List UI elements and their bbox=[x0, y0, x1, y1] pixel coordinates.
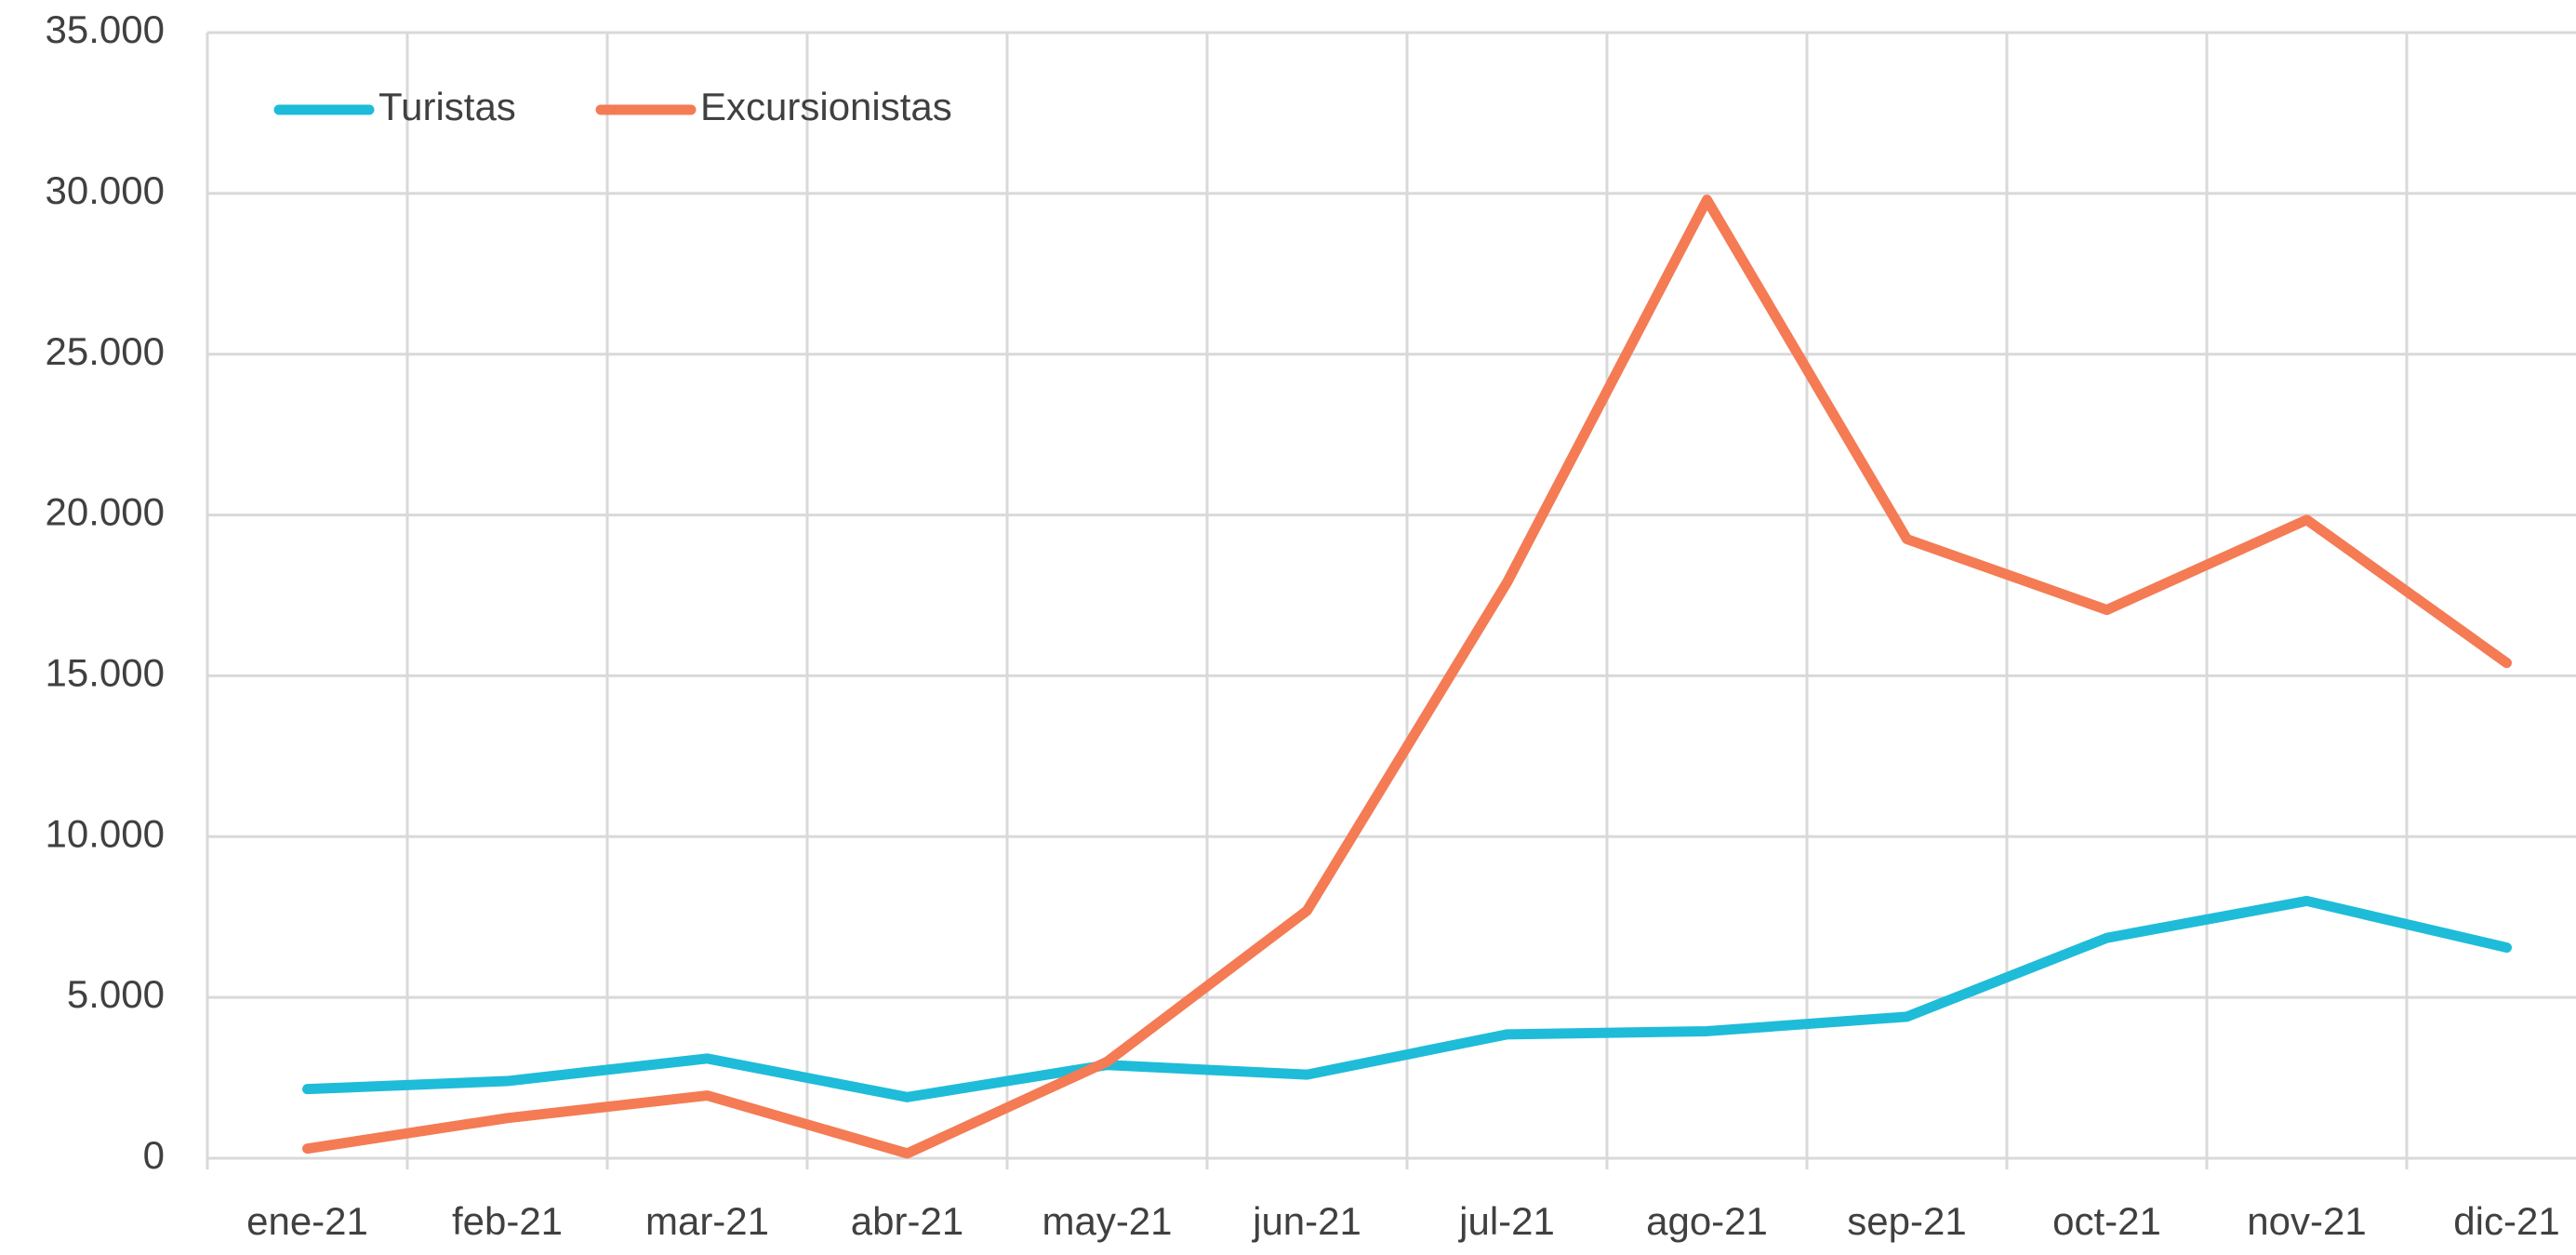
y-tick-label: 10.000 bbox=[46, 811, 165, 855]
y-tick-label: 25.000 bbox=[46, 329, 165, 373]
y-tick-label: 20.000 bbox=[46, 490, 165, 534]
x-tick-label: nov-21 bbox=[2247, 1199, 2366, 1243]
line-series bbox=[302, 194, 2512, 1159]
x-tick-label: abr-21 bbox=[851, 1199, 963, 1243]
legend-label: Turistas bbox=[378, 85, 516, 128]
x-tick-label: sep-21 bbox=[1847, 1199, 1966, 1243]
y-tick-label: 0 bbox=[143, 1133, 165, 1177]
x-tick-label: ene-21 bbox=[246, 1199, 368, 1243]
x-tick-label: feb-21 bbox=[452, 1199, 563, 1243]
y-tick-label: 15.000 bbox=[46, 651, 165, 695]
x-tick-label: ago-21 bbox=[1646, 1199, 1768, 1243]
x-tick-label: mar-21 bbox=[645, 1199, 769, 1243]
y-tick-label: 5.000 bbox=[67, 972, 165, 1016]
line-series bbox=[302, 895, 2512, 1102]
x-tick-label: may-21 bbox=[1042, 1199, 1172, 1243]
x-tick-label: jun-21 bbox=[1251, 1199, 1361, 1243]
x-tick-label: jul-21 bbox=[1457, 1199, 1555, 1243]
x-tick-label: oct-21 bbox=[2052, 1199, 2161, 1243]
x-tick-label: dic-21 bbox=[2453, 1199, 2559, 1243]
y-tick-label: 30.000 bbox=[46, 168, 165, 212]
legend-label: Excursionistas bbox=[700, 85, 952, 128]
y-tick-label: 35.000 bbox=[46, 7, 165, 51]
